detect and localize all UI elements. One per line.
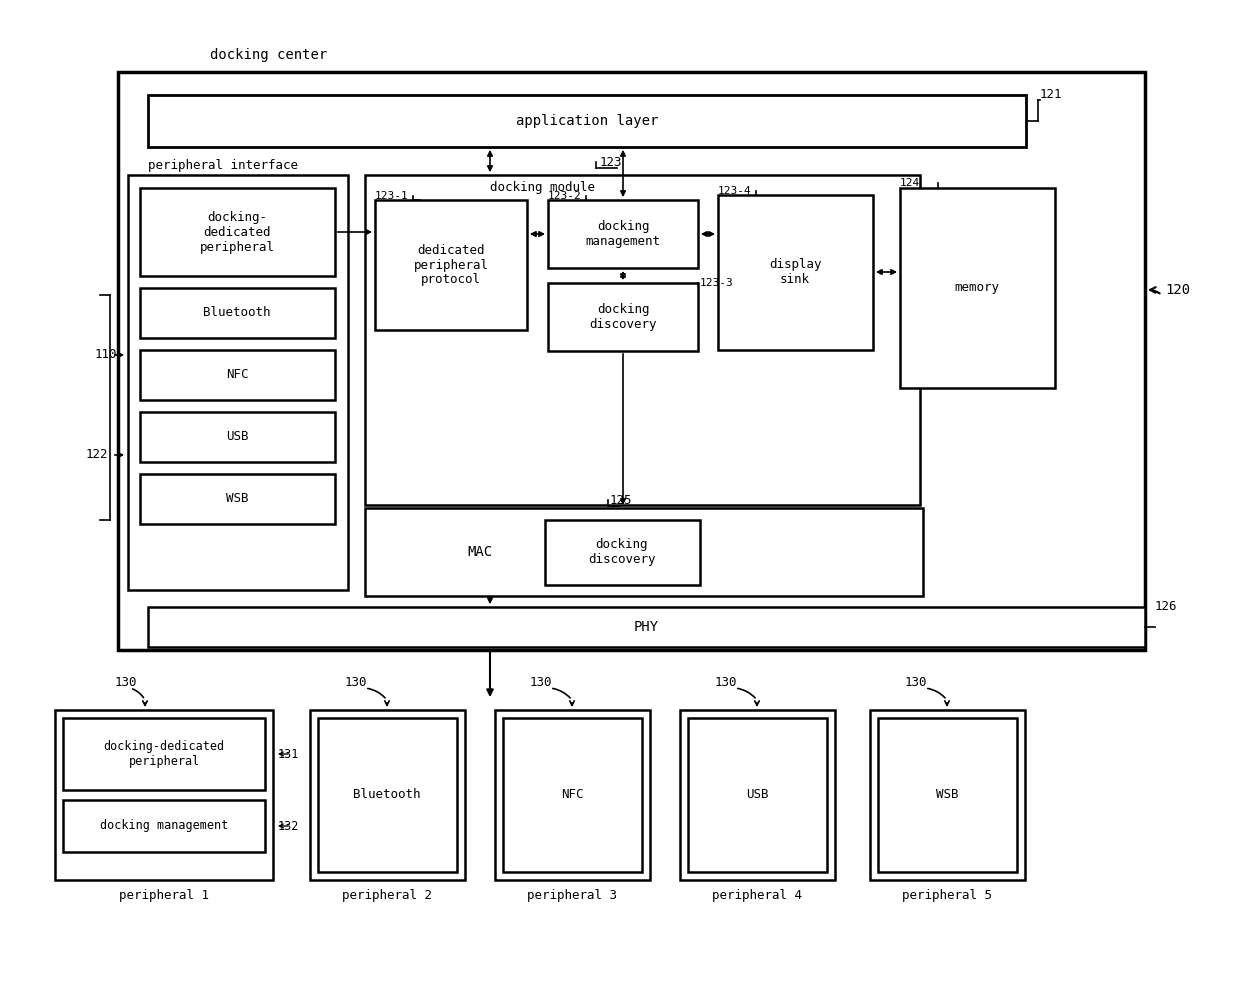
Text: WSB: WSB: [226, 493, 248, 506]
Text: docking center: docking center: [210, 48, 327, 62]
Bar: [140, 412, 335, 462]
Text: 130: 130: [115, 677, 138, 690]
Text: Bluetooth: Bluetooth: [203, 306, 270, 320]
Text: 110: 110: [95, 348, 118, 361]
Bar: [870, 710, 1025, 880]
Text: dedicated
peripheral
protocol: dedicated peripheral protocol: [413, 243, 489, 286]
Bar: [310, 710, 465, 880]
Bar: [317, 718, 458, 872]
Bar: [55, 710, 273, 880]
Text: 130: 130: [529, 677, 553, 690]
Text: 121: 121: [1040, 89, 1063, 101]
Bar: [374, 200, 527, 330]
Text: docking-dedicated
peripheral: docking-dedicated peripheral: [103, 740, 224, 768]
Text: 123-2: 123-2: [548, 191, 582, 201]
Bar: [365, 508, 923, 596]
Text: peripheral 4: peripheral 4: [712, 889, 802, 901]
Bar: [140, 288, 335, 338]
Bar: [63, 800, 265, 852]
Text: NFC: NFC: [560, 788, 583, 802]
Bar: [546, 520, 701, 585]
Bar: [118, 72, 1145, 650]
Text: peripheral interface: peripheral interface: [148, 158, 298, 171]
Text: peripheral 2: peripheral 2: [342, 889, 432, 901]
Text: 123: 123: [600, 155, 622, 168]
Text: 130: 130: [345, 677, 367, 690]
Text: peripheral 1: peripheral 1: [119, 889, 210, 901]
Text: 123-4: 123-4: [718, 186, 751, 196]
Text: 123-3: 123-3: [701, 278, 734, 288]
Text: USB: USB: [226, 430, 248, 444]
Bar: [718, 195, 873, 350]
Bar: [688, 718, 827, 872]
Text: docking
management: docking management: [585, 220, 661, 248]
Text: Bluetooth: Bluetooth: [353, 788, 420, 802]
Text: 122: 122: [86, 449, 109, 461]
Bar: [140, 350, 335, 400]
Text: 125: 125: [610, 494, 632, 507]
Text: 124: 124: [900, 178, 920, 188]
Bar: [503, 718, 642, 872]
Text: display
sink: display sink: [769, 258, 821, 286]
Text: 120: 120: [1166, 283, 1190, 297]
Text: peripheral 5: peripheral 5: [901, 889, 992, 901]
Bar: [148, 607, 1145, 647]
Bar: [548, 200, 698, 268]
Bar: [680, 710, 835, 880]
Text: docking module: docking module: [490, 181, 595, 195]
Bar: [365, 175, 920, 505]
Bar: [140, 188, 335, 276]
Bar: [63, 718, 265, 790]
Text: 123-1: 123-1: [374, 191, 409, 201]
Text: peripheral 3: peripheral 3: [527, 889, 618, 901]
Text: application layer: application layer: [516, 114, 658, 128]
Bar: [148, 95, 1025, 147]
Text: WSB: WSB: [936, 788, 959, 802]
Text: 131: 131: [278, 748, 299, 761]
Text: PHY: PHY: [634, 620, 658, 634]
Text: 132: 132: [278, 820, 299, 832]
Text: memory: memory: [955, 281, 999, 294]
Text: 130: 130: [715, 677, 738, 690]
Text: 130: 130: [905, 677, 928, 690]
Text: 126: 126: [1154, 600, 1178, 613]
Bar: [878, 718, 1017, 872]
Text: docking
discovery: docking discovery: [588, 538, 656, 566]
Text: USB: USB: [745, 788, 769, 802]
Text: docking
discovery: docking discovery: [589, 303, 657, 331]
Text: docking management: docking management: [100, 820, 228, 832]
Bar: [900, 188, 1055, 388]
Text: NFC: NFC: [226, 368, 248, 382]
Bar: [495, 710, 650, 880]
Bar: [140, 474, 335, 524]
Text: docking-
dedicated
peripheral: docking- dedicated peripheral: [200, 211, 274, 254]
Bar: [128, 175, 348, 590]
Bar: [548, 283, 698, 351]
Text: MAC: MAC: [467, 545, 492, 559]
